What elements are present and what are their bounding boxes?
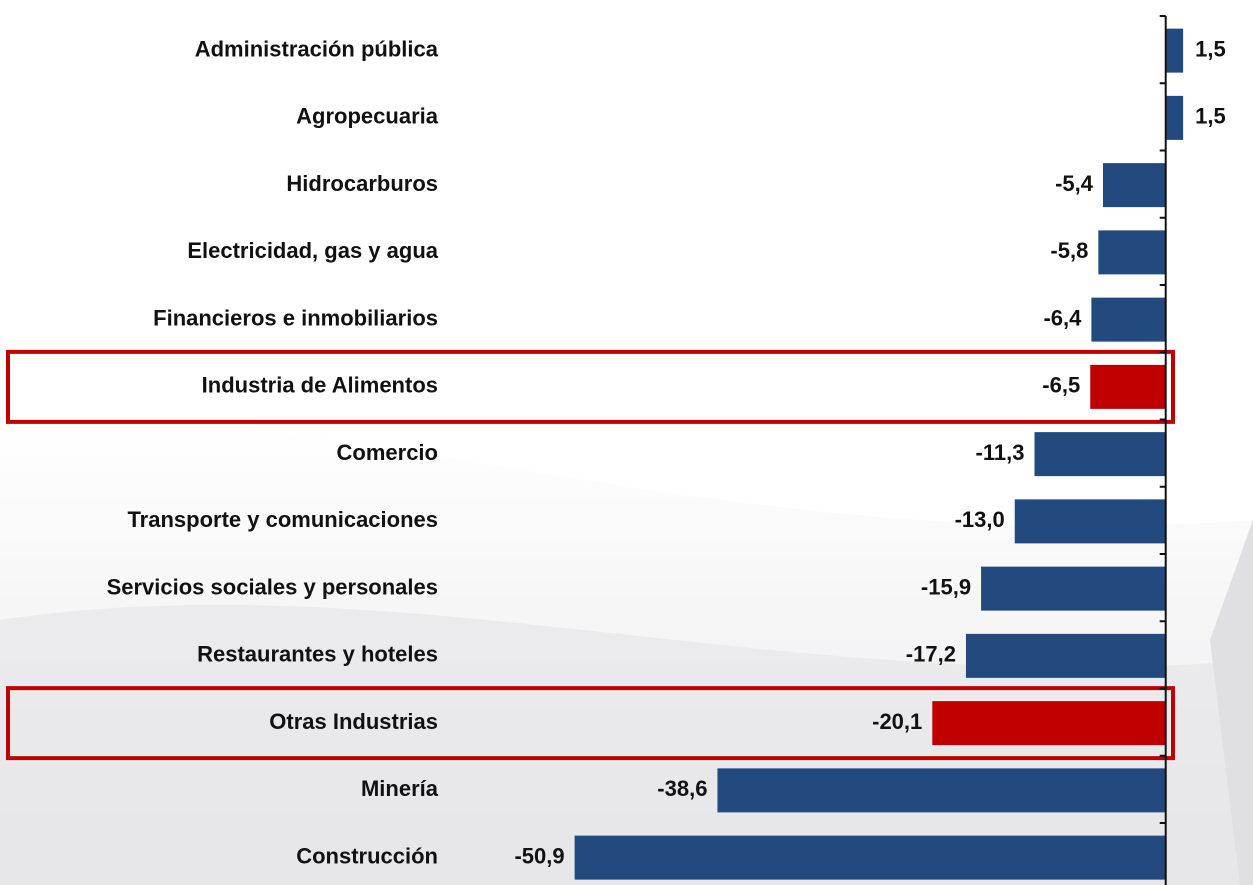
bar (965, 633, 1166, 678)
category-label: Transporte y comunicaciones (127, 507, 438, 532)
background-shape (1210, 520, 1253, 885)
background-wave (0, 604, 1253, 885)
category-label: Hidrocarburos (286, 171, 438, 196)
category-label: Servicios sociales y personales (107, 574, 438, 599)
highlight-box (6, 349, 1175, 424)
bar (574, 835, 1166, 880)
value-label: 1,5 (1195, 104, 1226, 129)
category-label: Otras Industrias (269, 709, 438, 734)
value-label: -50,9 (514, 843, 564, 868)
value-label: -20,1 (872, 709, 922, 734)
value-label: -5,8 (1050, 238, 1088, 263)
category-label: Industria de Alimentos (202, 373, 438, 398)
bar (1034, 432, 1166, 477)
bar (1165, 95, 1184, 140)
bar (1098, 230, 1166, 275)
bar (981, 566, 1166, 611)
value-label: -11,3 (976, 440, 1025, 465)
category-label: Electricidad, gas y agua (187, 238, 438, 263)
value-label: -38,6 (657, 776, 707, 801)
bar (1165, 28, 1184, 73)
category-label: Minería (361, 776, 439, 801)
value-label: -6,4 (1043, 305, 1082, 330)
value-label: -15,9 (921, 574, 971, 599)
category-label: Comercio (337, 440, 438, 465)
category-label: Financieros e inmobiliarios (153, 305, 438, 330)
category-label: Restaurantes y hoteles (197, 642, 438, 667)
category-label: Administración pública (195, 36, 439, 61)
category-label: Construcción (296, 843, 438, 868)
value-label: -13,0 (955, 507, 1005, 532)
value-label: 1,5 (1195, 36, 1226, 61)
value-label: -17,2 (906, 642, 956, 667)
bar (932, 701, 1166, 746)
bar (717, 768, 1166, 813)
bar (1090, 364, 1166, 409)
bar (1103, 163, 1166, 208)
value-label: -5,4 (1055, 171, 1094, 196)
highlight-box (6, 686, 1175, 761)
value-label: -6,5 (1042, 373, 1080, 398)
category-label: Agropecuaria (296, 104, 439, 129)
bar (1014, 499, 1166, 544)
bar (1091, 297, 1166, 342)
